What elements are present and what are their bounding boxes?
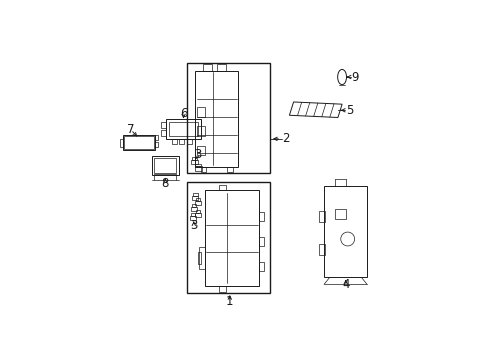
Bar <box>259 237 264 246</box>
Bar <box>318 244 324 255</box>
Text: 4: 4 <box>341 278 349 291</box>
Bar <box>190 216 196 220</box>
Bar <box>218 286 225 292</box>
Bar <box>217 64 225 71</box>
Bar <box>123 135 155 150</box>
Bar <box>334 209 345 219</box>
Bar <box>196 107 204 117</box>
Text: 6: 6 <box>180 107 187 120</box>
Bar <box>187 139 192 144</box>
Text: 1: 1 <box>225 295 233 308</box>
Bar <box>259 212 264 221</box>
Bar <box>324 186 366 278</box>
Bar <box>195 71 238 167</box>
Bar <box>154 158 176 173</box>
Text: 7: 7 <box>127 123 134 136</box>
Text: 5: 5 <box>346 104 353 117</box>
Bar <box>196 198 200 201</box>
Bar <box>192 195 198 200</box>
Bar <box>199 247 205 269</box>
Bar <box>154 174 176 180</box>
Bar <box>168 122 198 136</box>
Bar <box>318 211 324 222</box>
Bar <box>186 63 269 174</box>
Bar <box>191 207 197 211</box>
Bar <box>200 167 206 172</box>
Bar <box>155 135 158 140</box>
Bar <box>196 146 204 156</box>
Bar <box>166 119 200 139</box>
Bar <box>179 139 184 144</box>
Bar <box>196 126 204 136</box>
Bar <box>226 167 232 172</box>
Bar <box>171 139 176 144</box>
Bar <box>152 156 178 175</box>
Bar <box>196 210 200 213</box>
Bar <box>193 193 197 195</box>
Text: 8: 8 <box>161 177 168 190</box>
Bar <box>191 160 198 164</box>
Bar <box>218 185 225 190</box>
Bar <box>195 201 201 205</box>
Bar <box>186 182 269 293</box>
Bar <box>191 213 195 216</box>
Bar <box>195 213 201 217</box>
Bar <box>191 157 197 160</box>
Text: 3: 3 <box>190 219 197 232</box>
Text: 3: 3 <box>193 148 201 161</box>
Bar <box>195 163 201 166</box>
Text: 9: 9 <box>351 71 358 84</box>
Bar <box>124 136 153 149</box>
Bar <box>155 142 158 147</box>
Bar <box>161 130 166 136</box>
Bar <box>161 122 166 128</box>
Bar <box>120 139 123 147</box>
Bar <box>259 262 264 270</box>
Bar <box>191 204 196 207</box>
Bar <box>194 166 202 171</box>
Bar <box>204 190 259 286</box>
Bar <box>198 252 201 264</box>
Text: 2: 2 <box>282 132 289 145</box>
Bar <box>203 64 211 71</box>
